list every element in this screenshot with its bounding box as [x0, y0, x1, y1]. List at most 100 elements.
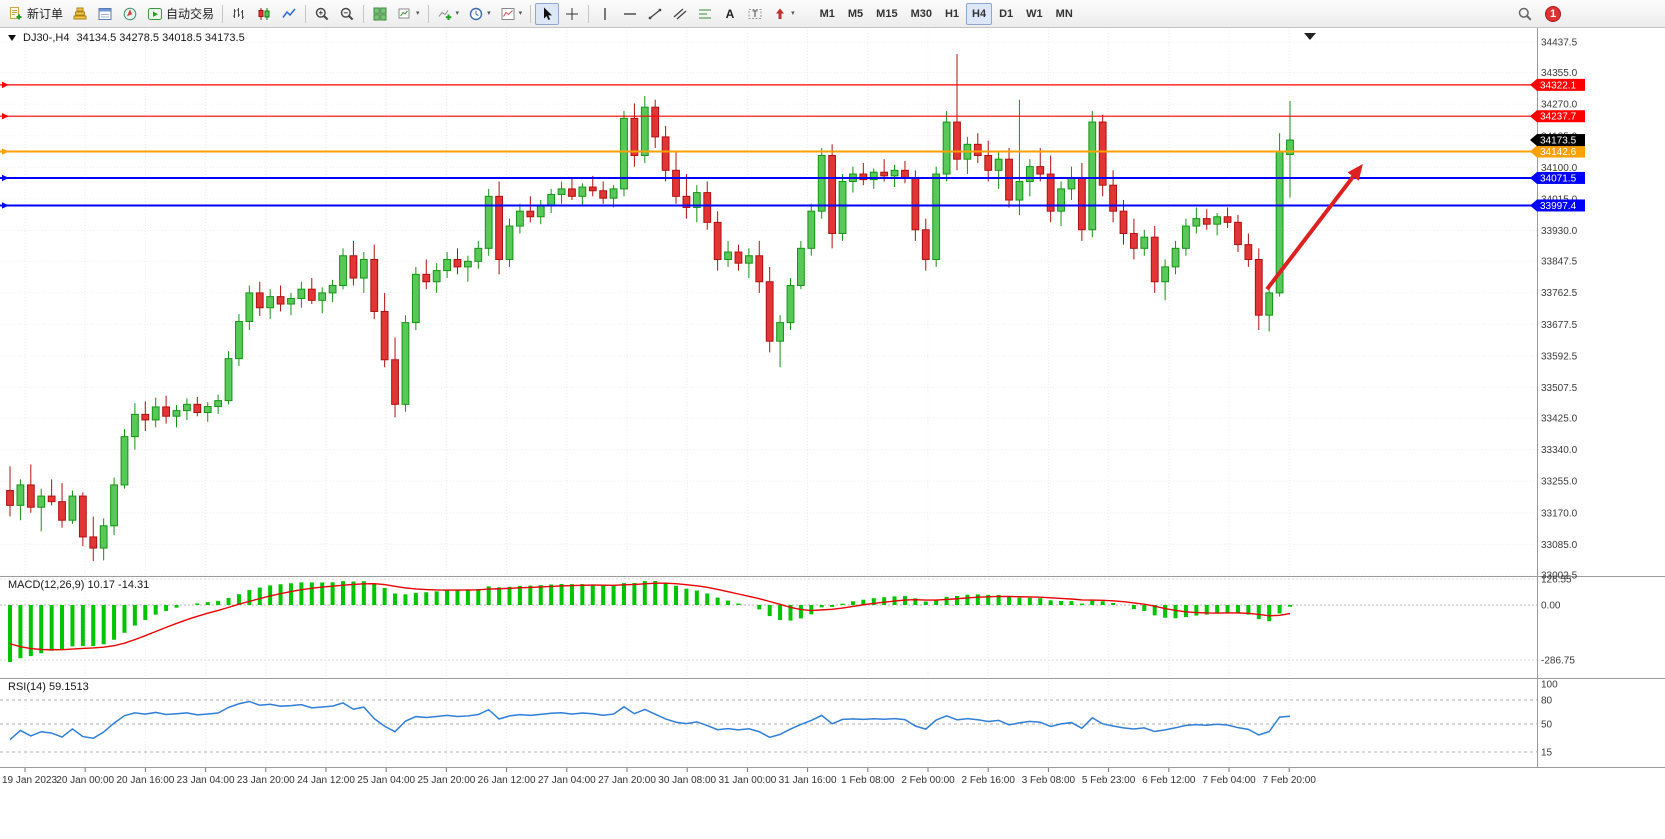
zoom-in-icon [315, 7, 329, 20]
svg-text:33592.5: 33592.5 [1541, 351, 1578, 362]
zoom-in-button[interactable] [310, 3, 334, 25]
new-order-label: 新订单 [27, 7, 64, 21]
navigator-icon [123, 7, 137, 20]
svg-text:80: 80 [1541, 696, 1553, 707]
toolbar-separator [305, 4, 307, 23]
svg-text:24 Jan 12:00: 24 Jan 12:00 [297, 775, 355, 786]
svg-text:33997.4: 33997.4 [1540, 201, 1577, 212]
svg-text:20 Jan 00:00: 20 Jan 00:00 [56, 775, 114, 786]
search-icon [1518, 7, 1532, 21]
market-watch-button[interactable] [68, 3, 92, 25]
text-button[interactable]: A [718, 3, 742, 25]
vertical-line-button[interactable] [593, 3, 617, 25]
ohlc-readout: 34134.5 34278.5 34018.5 34173.5 [76, 32, 245, 44]
line-chart-button[interactable] [277, 3, 301, 25]
bar-chart-icon [233, 7, 245, 19]
svg-text:23 Jan 20:00: 23 Jan 20:00 [237, 775, 295, 786]
svg-text:20 Jan 16:00: 20 Jan 16:00 [116, 775, 174, 786]
bar-chart-button[interactable] [227, 3, 251, 25]
text-icon: A [726, 7, 735, 21]
timeframe-button-m1[interactable]: M1 [814, 3, 841, 25]
new-chart-button[interactable]: ▾ [393, 3, 424, 25]
arrows-button[interactable]: ▾ [768, 3, 799, 25]
svg-text:-286.75: -286.75 [1541, 656, 1575, 667]
svg-text:33255.0: 33255.0 [1541, 477, 1578, 488]
arrows-icon [776, 8, 785, 19]
algo-trading-label: 自动交易 [166, 7, 215, 21]
timeframe-button-h4[interactable]: H4 [966, 2, 993, 25]
svg-text:2 Feb 16:00: 2 Feb 16:00 [962, 775, 1016, 786]
line-anchor-icon [2, 113, 9, 120]
channel-button[interactable] [668, 3, 692, 25]
chart-window[interactable]: DJ30-,H4 34134.5 34278.5 34018.5 34173.5… [0, 28, 1665, 839]
rsi-line [9, 700, 1291, 741]
price-lines-layer[interactable] [0, 81, 1537, 209]
svg-text:34355.0: 34355.0 [1541, 68, 1578, 79]
toolbar-separator [427, 4, 429, 23]
cursor-icon [544, 7, 553, 20]
svg-text:15: 15 [1541, 748, 1553, 759]
svg-text:34237.7: 34237.7 [1540, 112, 1577, 123]
algo-trading-icon [148, 7, 163, 20]
svg-text:33425.0: 33425.0 [1541, 414, 1578, 425]
svg-text:33002.5: 33002.5 [1541, 571, 1578, 582]
timeframe-button-m30[interactable]: M30 [905, 3, 938, 25]
data-window-button[interactable] [93, 3, 117, 25]
timeframe-button-m5[interactable]: M5 [842, 3, 869, 25]
price-tag-34071.5: 34071.5 [1530, 171, 1585, 184]
line-anchor-icon [2, 81, 9, 89]
dropdown-caret-icon: ▾ [416, 10, 420, 17]
svg-text:34100.0: 34100.0 [1541, 163, 1578, 174]
main-chart-canvas[interactable]: 34437.534355.034270.034185.034100.034015… [0, 28, 1665, 839]
price-axis[interactable]: 34437.534355.034270.034185.034100.034015… [1541, 38, 1578, 582]
chart-shift-marker[interactable] [1304, 33, 1316, 40]
zoom-out-button[interactable] [335, 3, 359, 25]
data-window-icon [98, 7, 112, 20]
new-order-button[interactable]: 新订单 [4, 3, 67, 25]
svg-text:100: 100 [1541, 680, 1558, 691]
periods-button[interactable]: ▾ [464, 3, 495, 25]
svg-text:27 Jan 04:00: 27 Jan 04:00 [538, 775, 596, 786]
navigator-button[interactable] [118, 3, 142, 25]
svg-text:25 Jan 04:00: 25 Jan 04:00 [357, 775, 415, 786]
indicators-button[interactable]: ▾ [433, 3, 464, 25]
line-anchor-icon [2, 174, 9, 182]
svg-text:50: 50 [1541, 720, 1553, 731]
svg-text:T: T [752, 9, 758, 19]
svg-text:33930.0: 33930.0 [1541, 226, 1578, 237]
one-click-trading-icon[interactable] [8, 35, 16, 41]
timeframe-button-h1[interactable]: H1 [939, 3, 965, 25]
timeframe-button-m15[interactable]: M15 [870, 3, 903, 25]
algo-trading-button[interactable]: 自动交易 [143, 3, 218, 25]
svg-text:25 Jan 20:00: 25 Jan 20:00 [417, 775, 475, 786]
tile-windows-button[interactable] [368, 3, 392, 25]
candlestick-chart-button[interactable] [252, 3, 276, 25]
line-chart-icon [282, 8, 296, 18]
panel-borders [0, 28, 1665, 768]
search-button[interactable] [1513, 3, 1537, 25]
cursor-button[interactable] [535, 2, 560, 25]
timeframe-button-w1[interactable]: W1 [1020, 3, 1049, 25]
timeframe-toolbar: M1 M5 M15 M30 H1 H4 D1 W1 MN [814, 2, 1079, 25]
price-tag-33997.4: 33997.4 [1530, 199, 1585, 212]
svg-text:33677.5: 33677.5 [1541, 320, 1578, 331]
svg-text:A: A [726, 7, 735, 21]
time-axis[interactable]: 19 Jan 2023 20 Jan 00:00 20 Jan 16:00 23 Ja… [2, 768, 1316, 786]
fibonacci-button[interactable] [693, 3, 717, 25]
horizontal-line-button[interactable] [618, 3, 642, 25]
svg-text:23 Jan 04:00: 23 Jan 04:00 [177, 775, 235, 786]
line-anchor-icon [2, 148, 9, 155]
trend-arrow-annotation[interactable] [1265, 163, 1363, 291]
svg-text:33085.0: 33085.0 [1541, 540, 1578, 551]
timeframe-button-d1[interactable]: D1 [993, 3, 1019, 25]
templates-button[interactable]: ▾ [496, 3, 527, 25]
svg-text:126.55: 126.55 [1541, 575, 1572, 586]
label-button[interactable]: T [743, 3, 767, 25]
label-icon: T [748, 8, 762, 19]
timeframe-button-mn[interactable]: MN [1050, 3, 1079, 25]
zoom-out-icon [340, 7, 354, 20]
crosshair-button[interactable] [560, 3, 584, 25]
notification-badge[interactable]: 1 [1545, 5, 1561, 22]
trendline-button[interactable] [643, 3, 667, 25]
price-tag-34237.7: 34237.7 [1530, 110, 1585, 123]
